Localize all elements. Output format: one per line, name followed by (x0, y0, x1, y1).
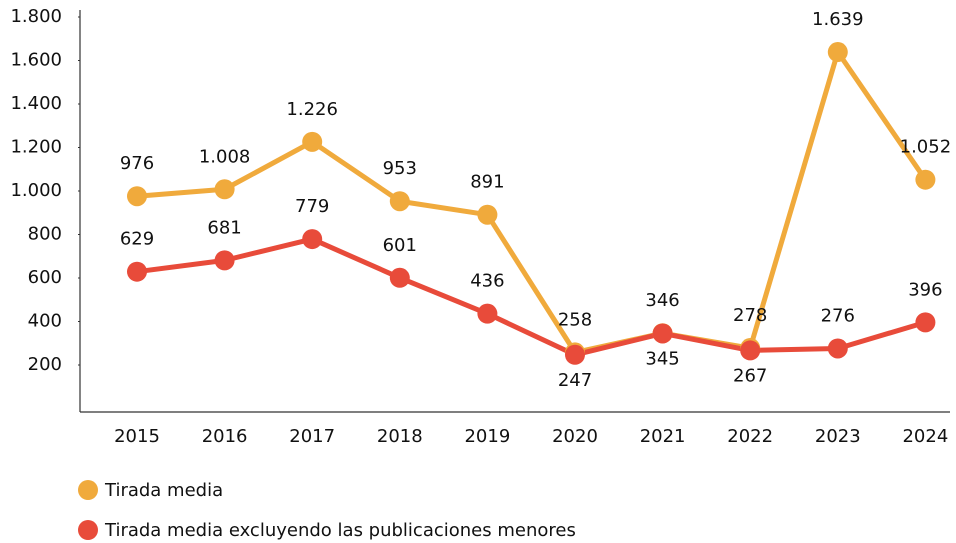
y-tick-label: 1.200 (10, 137, 62, 158)
data-point (389, 267, 410, 288)
x-tick-label: 2022 (727, 426, 773, 447)
data-label: 247 (558, 370, 592, 391)
y-tick-label: 600 (28, 267, 62, 288)
legend-marker (78, 480, 98, 500)
data-label: 278 (733, 305, 767, 326)
data-label: 1.008 (199, 146, 251, 167)
data-label: 1.639 (812, 9, 864, 30)
data-label: 1.052 (900, 137, 952, 158)
x-tick-label: 2019 (464, 426, 510, 447)
data-point (915, 169, 936, 190)
x-tick-label: 2018 (377, 426, 423, 447)
data-label: 976 (120, 153, 154, 174)
series-line (136, 236, 927, 358)
y-tick-label: 1.400 (10, 93, 62, 114)
data-label: 1.226 (286, 99, 338, 120)
data-label: 346 (645, 290, 679, 311)
x-tick-label: 2024 (902, 426, 948, 447)
data-label: 681 (207, 217, 241, 238)
y-tick-label: 400 (28, 311, 62, 332)
data-point (214, 179, 235, 200)
data-point (389, 191, 410, 212)
x-tick-label: 2017 (289, 426, 335, 447)
legend-marker (78, 520, 98, 540)
data-label: 258 (558, 309, 592, 330)
data-point (214, 250, 235, 271)
x-tick-label: 2015 (114, 426, 160, 447)
data-point (827, 42, 848, 63)
legend-label: Tirada media (104, 480, 223, 501)
y-tick-label: 1.600 (10, 50, 62, 71)
y-tick-label: 1.000 (10, 180, 62, 201)
data-label: 396 (908, 279, 942, 300)
data-point (477, 303, 498, 324)
data-label: 953 (383, 158, 417, 179)
data-label: 267 (733, 365, 767, 386)
data-label: 629 (120, 229, 154, 250)
y-tick-label: 800 (28, 224, 62, 245)
data-point (740, 340, 761, 361)
x-tick-label: 2016 (202, 426, 248, 447)
legend-label: Tirada media excluyendo las publicacione… (104, 520, 576, 541)
x-tick-label: 2023 (815, 426, 861, 447)
data-label: 601 (383, 235, 417, 256)
x-tick-label: 2020 (552, 426, 598, 447)
data-label: 276 (821, 305, 855, 326)
data-point (302, 229, 323, 250)
data-label: 436 (470, 271, 504, 292)
x-tick-label: 2021 (640, 426, 686, 447)
data-point (477, 204, 498, 225)
data-point (827, 338, 848, 359)
data-point (652, 323, 673, 344)
data-point (127, 186, 147, 207)
data-point (915, 312, 936, 333)
data-label: 345 (645, 348, 679, 369)
data-point (127, 261, 147, 282)
data-point (302, 131, 323, 152)
data-label: 779 (295, 196, 329, 217)
series-line (136, 49, 928, 355)
data-label: 891 (470, 172, 504, 193)
data-point (565, 344, 585, 365)
y-tick-label: 1.800 (10, 6, 62, 27)
y-tick-label: 200 (28, 354, 62, 375)
